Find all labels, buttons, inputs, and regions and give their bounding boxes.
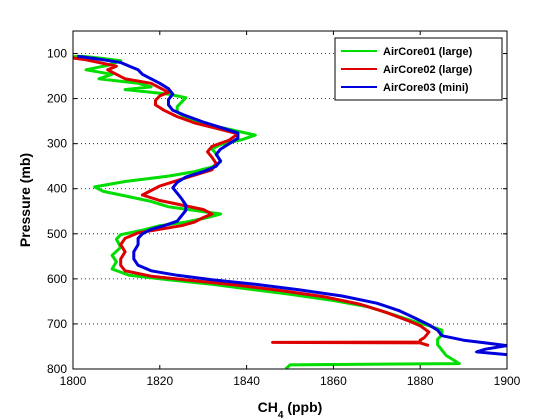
y-tick-label: 800 <box>47 362 67 376</box>
y-tick-label: 600 <box>47 272 67 286</box>
x-tick-label: 1900 <box>494 374 521 388</box>
series-line-3 <box>77 54 507 357</box>
x-tick-label: 1820 <box>146 374 173 388</box>
y-tick-label: 400 <box>47 182 67 196</box>
x-tick-label: 1800 <box>60 374 87 388</box>
series-layer <box>73 54 507 369</box>
legend: AirCore01 (large) AirCore02 (large) AirCor… <box>334 37 503 101</box>
axis-ticks: 1800 1820 1840 1860 1880 1900 100 200 300 400 500 6… <box>47 31 521 388</box>
legend-label: AirCore02 (large) <box>383 64 473 76</box>
x-axis-label: CH4 (ppb) <box>258 399 323 420</box>
x-axis-label-main: CH <box>258 399 278 415</box>
y-tick-label: 700 <box>47 317 67 331</box>
legend-label: AirCore03 (mini) <box>383 82 469 94</box>
y-tick-label: 500 <box>47 227 67 241</box>
legend-label: AirCore01 (large) <box>383 46 473 58</box>
y-tick-label: 300 <box>47 137 67 151</box>
x-axis-label-subscript: 4 <box>278 410 284 420</box>
y-axis-label: Pressure (mb) <box>17 153 33 247</box>
x-tick-label: 1840 <box>233 374 260 388</box>
series-line-2 <box>73 56 431 348</box>
x-tick-label: 1860 <box>320 374 347 388</box>
y-tick-label: 100 <box>47 47 67 61</box>
x-tick-label: 1880 <box>407 374 434 388</box>
plot-frame <box>72 30 508 370</box>
x-axis-label-unit: (ppb) <box>283 399 322 415</box>
y-tick-label: 200 <box>47 92 67 106</box>
